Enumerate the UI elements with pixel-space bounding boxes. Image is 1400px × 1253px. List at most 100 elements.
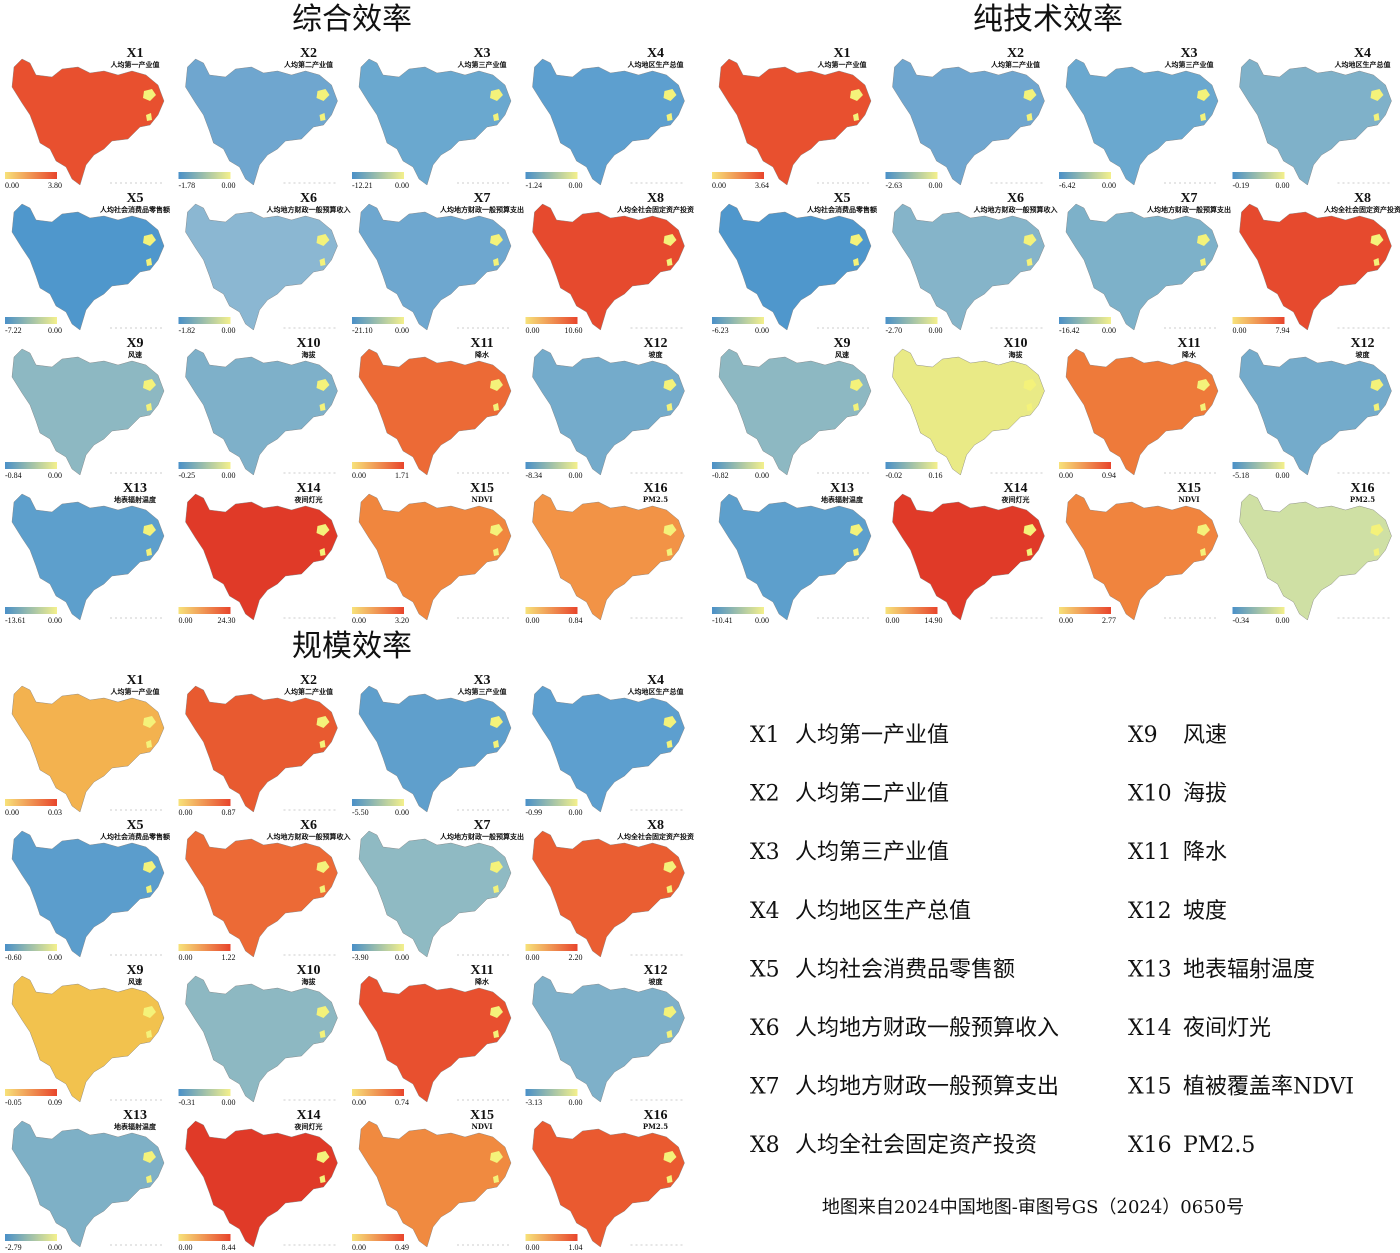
colorbar xyxy=(525,607,578,614)
colorbar-min: -0.82 xyxy=(712,471,729,480)
province-map xyxy=(11,203,165,331)
city-highlight xyxy=(146,740,152,748)
city-highlight xyxy=(1373,403,1380,411)
province-map xyxy=(1239,58,1392,186)
city-highlight xyxy=(143,861,156,873)
city-highlight xyxy=(493,258,499,266)
map-code: X11 xyxy=(1177,336,1200,351)
colorbar xyxy=(352,944,404,951)
colorbar xyxy=(5,172,57,179)
map-subtitle: 夜间灯光 xyxy=(294,1122,323,1131)
city-highlight xyxy=(850,379,863,391)
city-highlight xyxy=(493,548,499,556)
colorbar-max: 14.90 xyxy=(925,616,943,625)
province-map xyxy=(532,685,685,813)
colorbar-min: -0.05 xyxy=(5,1098,22,1107)
colorbar xyxy=(5,1234,57,1241)
city-highlight xyxy=(1023,89,1037,101)
colorbar-min: -0.02 xyxy=(886,471,903,480)
map-subtitle: 人均地区生产总值 xyxy=(1335,60,1391,69)
city-highlight xyxy=(490,1006,503,1018)
map-subtitle: 人均第一产业值 xyxy=(111,60,160,69)
colorbar-max: 1.04 xyxy=(569,1243,583,1252)
map-subtitle: 人均全社会固定资产投资 xyxy=(1324,205,1400,214)
colorbar-max: 1.22 xyxy=(222,953,236,962)
colorbar-min: 0.00 xyxy=(352,616,366,625)
colorbar xyxy=(5,944,57,951)
map-subtitle: 人均第一产业值 xyxy=(818,60,867,69)
province-map xyxy=(185,685,338,813)
province-map xyxy=(718,58,872,186)
colorbar-max: 0.94 xyxy=(1102,471,1116,480)
colorbar xyxy=(352,607,404,614)
map-subtitle: 人均社会消费品零售额 xyxy=(100,832,170,841)
city-highlight xyxy=(493,113,499,121)
map-subtitle: 海拔 xyxy=(302,977,317,986)
colorbar xyxy=(525,799,578,806)
legend-code: X7 xyxy=(750,1075,780,1100)
colorbar-min: -2.79 xyxy=(5,1243,22,1252)
colorbar-max: 1.71 xyxy=(395,471,409,480)
city-highlight xyxy=(1200,403,1206,411)
map-subtitle: 人均第二产业值 xyxy=(284,60,333,69)
city-highlight xyxy=(1373,258,1380,266)
map-subtitle: 人均地方财政一般预算收入 xyxy=(267,205,351,214)
colorbar xyxy=(178,462,231,469)
legend-name: 风速 xyxy=(1183,723,1227,748)
map-code: X1 xyxy=(833,46,850,61)
province-map xyxy=(185,1120,338,1248)
map-code: X2 xyxy=(300,673,317,688)
map-code: X6 xyxy=(1007,191,1024,206)
city-highlight xyxy=(1026,113,1033,121)
colorbar xyxy=(5,317,57,324)
map-subtitle: 夜间灯光 xyxy=(294,495,323,504)
colorbar-max: 0.00 xyxy=(48,471,62,480)
province-map xyxy=(358,685,512,813)
city-highlight xyxy=(316,89,330,101)
map-code: X16 xyxy=(643,481,667,496)
legend-name: 植被覆盖率NDVI xyxy=(1183,1075,1354,1100)
province-map xyxy=(185,58,338,186)
city-highlight xyxy=(490,89,503,101)
colorbar xyxy=(525,172,578,179)
colorbar-min: -3.13 xyxy=(526,1098,543,1107)
legend-code: X2 xyxy=(750,782,780,807)
colorbar xyxy=(178,172,231,179)
city-highlight xyxy=(493,740,499,748)
city-highlight xyxy=(1023,524,1037,536)
city-highlight xyxy=(853,403,859,411)
colorbar-min: -0.84 xyxy=(5,471,22,480)
city-highlight xyxy=(1200,548,1206,556)
city-highlight xyxy=(146,258,152,266)
map-code: X9 xyxy=(126,963,143,978)
colorbar-max: 0.00 xyxy=(48,326,62,335)
map-code: X5 xyxy=(126,818,143,833)
colorbar-min: 0.00 xyxy=(1233,326,1247,335)
city-highlight xyxy=(143,524,156,536)
group-title: 规模效率 xyxy=(292,629,412,664)
city-highlight xyxy=(663,1006,677,1018)
city-highlight xyxy=(319,1030,326,1038)
colorbar xyxy=(178,1089,231,1096)
colorbar-max: 0.09 xyxy=(48,1098,62,1107)
city-highlight xyxy=(143,234,156,246)
map-code: X15 xyxy=(1177,481,1201,496)
city-highlight xyxy=(319,885,326,893)
map-subtitle: 人均地方财政一般预算收入 xyxy=(974,205,1058,214)
city-highlight xyxy=(490,524,503,536)
colorbar-max: 0.00 xyxy=(1102,181,1116,190)
colorbar xyxy=(352,172,404,179)
map-subtitle: 人均地区生产总值 xyxy=(628,60,684,69)
province-map xyxy=(185,203,338,331)
